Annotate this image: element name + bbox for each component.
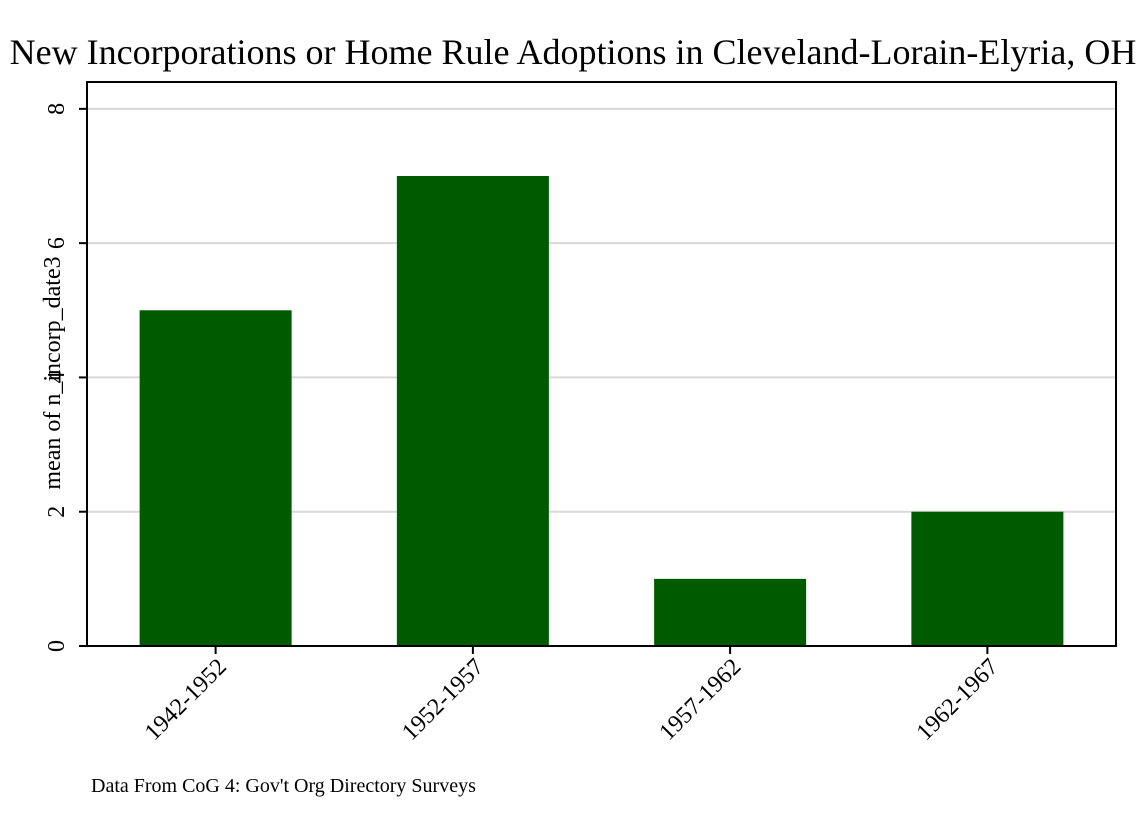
y-tick-label-4: 4 — [44, 371, 70, 383]
bar-1952-1957 — [396, 176, 549, 646]
source-note: Data From CoG 4: Gov't Org Directory Sur… — [91, 775, 476, 797]
bar-1957-1962 — [654, 578, 807, 646]
bars — [139, 176, 1064, 646]
y-axis-label: mean of n_incorp_date3 — [40, 256, 66, 489]
y-tick-label-6: 6 — [44, 237, 70, 249]
y-tick-label-0: 0 — [44, 640, 70, 652]
y-tick-label-2: 2 — [44, 506, 70, 518]
y-axis-ticks: 0 2 4 6 8 — [44, 103, 87, 652]
plot-frame — [86, 81, 1117, 647]
chart-title: New Incorporations or Home Rule Adoption… — [10, 32, 1137, 72]
bar-1942-1952 — [139, 310, 292, 646]
y-tick-label-8: 8 — [44, 103, 70, 115]
bar-1962-1967 — [911, 511, 1064, 646]
